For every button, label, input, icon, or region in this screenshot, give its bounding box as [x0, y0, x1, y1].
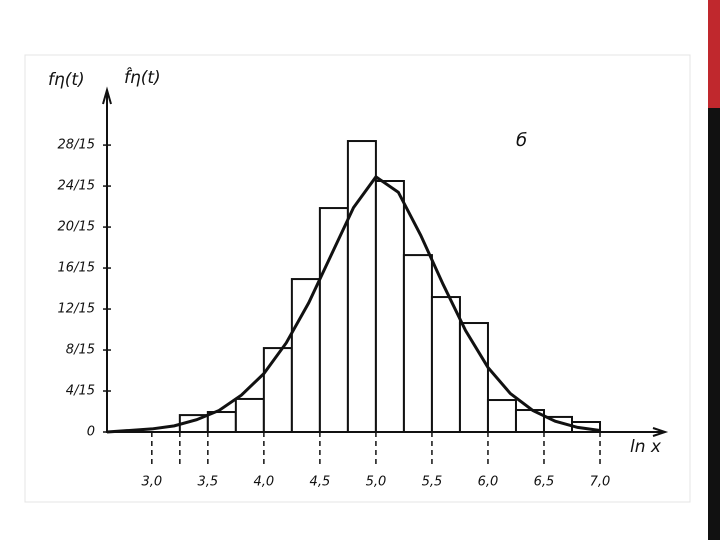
bar — [402, 254, 433, 433]
bar — [262, 347, 293, 434]
x-tick-label: 5,5 — [422, 475, 443, 490]
y-tick-label: 28/15 — [58, 138, 95, 153]
y-label: f̂η(t) — [124, 67, 161, 88]
x-tick-label: 7,0 — [590, 475, 611, 490]
x-arrow — [652, 427, 669, 437]
y-label: fη(t) — [48, 70, 85, 90]
x-tick-label: 6,5 — [534, 475, 555, 490]
bar — [318, 207, 349, 433]
bar — [374, 180, 405, 433]
side-bar-accent — [708, 0, 720, 108]
axes — [106, 92, 665, 433]
bar — [486, 399, 517, 434]
y-tick-label: 4/15 — [66, 384, 95, 399]
x-tick-label: 4,5 — [310, 475, 331, 490]
x-tick-label: 3,5 — [197, 475, 218, 490]
y-tick-label: 12/15 — [58, 302, 95, 317]
x-tick-label: 5,0 — [366, 475, 387, 490]
y-tick-label: 20/15 — [58, 220, 95, 235]
bar — [430, 296, 461, 434]
bar — [458, 322, 489, 434]
side-bar — [708, 0, 720, 540]
bar — [290, 278, 321, 433]
bar — [234, 397, 265, 433]
y-arrow — [102, 86, 112, 105]
y-tick-label: 16/15 — [58, 261, 95, 276]
x-tick-label: 6,0 — [478, 475, 499, 490]
x-label: ln x — [630, 437, 662, 457]
bar — [206, 411, 237, 434]
density-curve — [106, 174, 601, 434]
y-tick-label: 0 — [87, 425, 95, 440]
x-tick-label: 3,0 — [141, 475, 162, 490]
annotation: б — [516, 130, 527, 151]
x-tick-label: 4,0 — [254, 475, 275, 490]
y-tick-label: 8/15 — [66, 343, 95, 358]
y-tick-label: 24/15 — [58, 179, 95, 194]
